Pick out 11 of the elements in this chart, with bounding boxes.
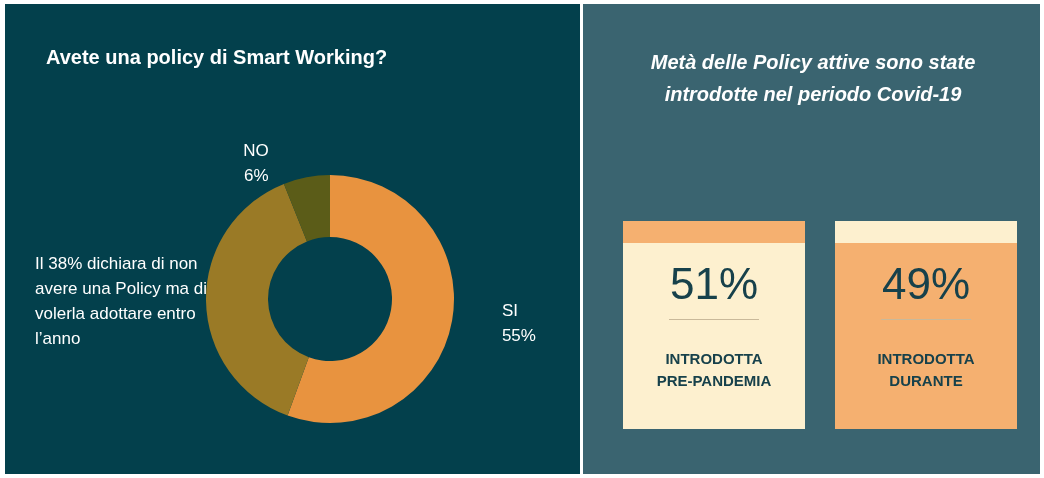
text: 51% <box>669 259 759 308</box>
slice-label: NO <box>243 140 269 160</box>
slice-label: Il 38% dichiara di non avere una Policy ma di volerla adottare entro l’anno <box>35 254 212 349</box>
slice-label: SI <box>501 301 518 321</box>
text: 49% <box>881 259 971 308</box>
chart-title: Avete una policy di Smart Working? <box>46 46 388 68</box>
category-label: INTRODOTTA DURANTE <box>876 349 976 391</box>
data-label: 6% <box>244 165 269 185</box>
text: Metà delle Policy attive sono state introdotte nel periodo Covid-19 <box>649 50 977 107</box>
category-label: INTRODOTTA PRE-PANDEMIA <box>655 349 773 391</box>
data-label: 55% <box>501 326 536 346</box>
